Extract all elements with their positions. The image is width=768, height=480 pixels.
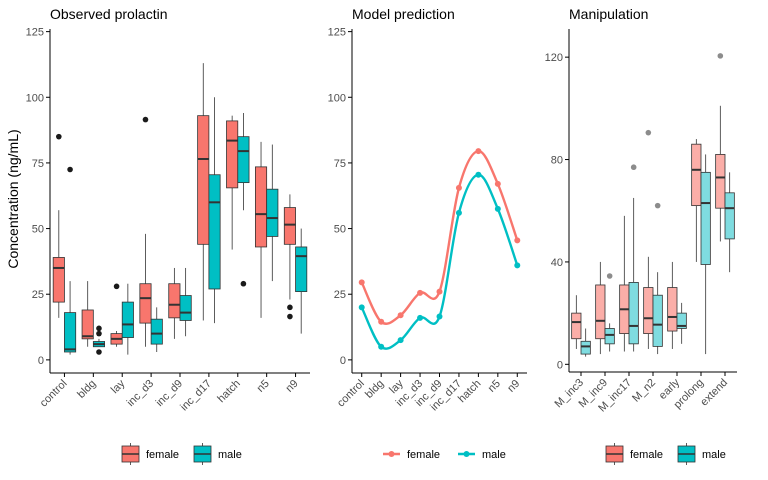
outlier-point	[67, 166, 73, 173]
y-tick-label: 0	[557, 359, 563, 371]
y-tick-label: 50	[334, 224, 346, 236]
y-tick-label: 75	[32, 158, 44, 170]
box-male	[652, 294, 663, 347]
box-female	[139, 283, 152, 324]
box-male	[628, 282, 639, 345]
outlier-point	[287, 304, 293, 311]
y-tick-label: 100	[328, 92, 346, 104]
series-point-female	[455, 184, 462, 191]
y-tick-label: 50	[32, 224, 44, 236]
box-male	[604, 328, 615, 345]
outlier-point	[96, 330, 102, 337]
box-male	[700, 171, 711, 265]
box-female	[715, 154, 726, 209]
series-point-male	[378, 343, 385, 350]
legend-label-female: female	[407, 449, 440, 461]
y-tick-label: 120	[545, 52, 563, 64]
box-female	[595, 284, 606, 340]
box-female	[81, 309, 94, 340]
legend: female male	[121, 443, 242, 465]
y-tick-label: 75	[334, 158, 346, 170]
series-point-male	[436, 313, 443, 320]
outlier-point	[96, 349, 102, 355]
box-female	[52, 257, 65, 303]
box-male	[179, 295, 192, 321]
outlier-point	[96, 325, 102, 332]
box-male	[676, 312, 687, 329]
box-male	[295, 246, 308, 292]
outlier-point	[645, 129, 652, 136]
box-male	[580, 340, 591, 355]
outlier-point	[142, 116, 149, 123]
series-point-female	[417, 289, 424, 296]
y-tick-label: 25	[334, 289, 346, 301]
box-male	[237, 136, 250, 184]
box-female	[643, 287, 654, 335]
legend-key-point	[463, 451, 470, 457]
outlier-point	[630, 164, 637, 171]
series-point-male	[475, 171, 482, 178]
box-female	[197, 115, 210, 245]
box-male	[724, 192, 735, 240]
y-tick-label: 40	[551, 257, 563, 269]
legend-label-female: female	[146, 449, 179, 461]
box-female	[254, 166, 268, 248]
box-female	[283, 207, 296, 245]
series-line-female	[360, 149, 519, 325]
outlier-point	[717, 53, 724, 59]
series-point-male	[397, 337, 404, 344]
box-female	[168, 283, 181, 319]
legend-label-male: male	[218, 449, 242, 461]
box-female	[226, 120, 239, 189]
series-point-male	[514, 262, 521, 269]
y-axis-label: Concentration (ng/mL)	[5, 129, 21, 268]
box-male	[64, 312, 77, 353]
legend-label-female: female	[630, 449, 663, 461]
series-point-female	[475, 148, 482, 155]
box-male	[121, 301, 134, 338]
panel-title: Model prediction	[352, 6, 455, 22]
series-point-female	[358, 279, 365, 286]
outlier-point	[606, 273, 613, 279]
outlier-point	[654, 202, 661, 209]
y-tick-label: 80	[551, 155, 563, 167]
y-tick-label: 125	[328, 27, 346, 39]
y-tick-label: 125	[26, 27, 44, 39]
series-point-male	[455, 209, 462, 216]
box-male	[150, 318, 163, 345]
y-tick-label: 0	[38, 355, 44, 367]
panel-title: Observed prolactin	[50, 6, 168, 22]
series-line-male	[360, 173, 519, 350]
series-point-male	[494, 205, 501, 212]
outlier-point	[287, 313, 293, 320]
series-point-female	[514, 237, 521, 244]
outlier-point	[240, 280, 247, 287]
y-tick-label: 0	[340, 355, 346, 367]
series-point-male	[358, 304, 365, 311]
legend-key-point	[388, 451, 395, 457]
series-point-female	[494, 180, 501, 187]
y-tick-label: 25	[32, 289, 44, 301]
legend-label-male: male	[702, 449, 726, 461]
series-point-female	[436, 288, 443, 295]
legend: female male	[383, 449, 506, 461]
box-male	[208, 174, 221, 290]
box-female	[571, 312, 582, 340]
legend: female male	[605, 443, 726, 465]
box-male	[266, 188, 279, 237]
outlier-point	[56, 133, 62, 140]
series-point-male	[417, 314, 424, 321]
series-point-female	[378, 318, 385, 325]
series-point-female	[397, 312, 404, 319]
panel-title: Manipulation	[569, 6, 648, 22]
y-tick-label: 100	[26, 92, 44, 104]
outlier-point	[113, 283, 120, 290]
box-female	[667, 287, 678, 332]
box-female	[691, 143, 702, 207]
legend-label-male: male	[482, 449, 506, 461]
